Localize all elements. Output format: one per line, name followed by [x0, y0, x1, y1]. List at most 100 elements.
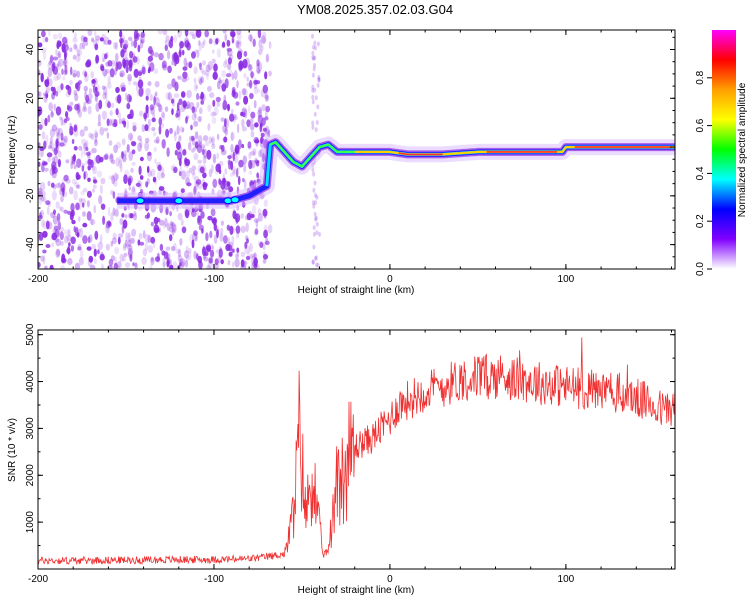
noise-dot [249, 79, 253, 89]
noise-dot [79, 227, 84, 238]
noise-dot [118, 233, 124, 239]
noise-dot [186, 254, 189, 262]
noise-dot [82, 222, 88, 228]
noise-dot [314, 127, 318, 133]
noise-dot [214, 258, 219, 266]
noise-dot [261, 31, 267, 38]
noise-dot [53, 75, 59, 82]
noise-dot [212, 49, 215, 54]
noise-dot [70, 66, 73, 76]
noise-dot [128, 186, 131, 191]
noise-dot [59, 206, 62, 211]
noise-dot [218, 248, 223, 258]
noise-dot [251, 204, 257, 215]
noise-dot [244, 57, 251, 68]
noise-dot [182, 100, 187, 108]
noise-dot [253, 257, 258, 267]
noise-dot [243, 50, 248, 57]
noise-dot [225, 73, 232, 78]
noise-dot [43, 197, 47, 203]
y-tick-label: 3000 [25, 417, 36, 440]
noise-dot [220, 227, 224, 234]
noise-dot [97, 249, 100, 255]
noise-dot [161, 123, 165, 128]
noise-dot [47, 67, 53, 78]
noise-dot [255, 67, 261, 74]
noise-dot [38, 59, 42, 67]
noise-dot [68, 186, 74, 195]
noise-dot [311, 259, 315, 265]
noise-dot [221, 83, 227, 92]
spectrogram-noise [38, 30, 321, 269]
noise-dot [64, 50, 68, 58]
noise-dot [219, 79, 223, 84]
noise-dot [197, 76, 203, 84]
noise-dot [82, 106, 88, 113]
noise-dot [99, 37, 104, 42]
noise-dot [112, 191, 116, 199]
y-tick-label: 40 [25, 44, 36, 56]
noise-dot [138, 71, 143, 76]
noise-dot [62, 76, 66, 81]
noise-dot [55, 90, 59, 97]
noise-dot [229, 225, 234, 235]
noise-dot [224, 168, 228, 175]
noise-dot [109, 154, 114, 163]
noise-dot [98, 195, 103, 205]
noise-dot [60, 206, 64, 212]
noise-dot [138, 165, 142, 176]
noise-dot [314, 216, 317, 222]
noise-dot [81, 202, 85, 208]
noise-dot [83, 171, 86, 180]
noise-dot [105, 99, 111, 108]
noise-dot [57, 150, 62, 158]
noise-dot [256, 172, 260, 179]
noise-dot [85, 140, 89, 148]
noise-dot [262, 258, 267, 264]
noise-dot [222, 100, 228, 111]
noise-dot [132, 262, 135, 267]
noise-dot [213, 223, 217, 232]
noise-dot [115, 174, 120, 180]
noise-dot [263, 251, 266, 257]
noise-dot [314, 215, 318, 221]
noise-dot [191, 169, 196, 176]
noise-dot [158, 52, 164, 61]
noise-dot [85, 61, 91, 68]
noise-dot [63, 209, 68, 214]
noise-dot [92, 184, 97, 189]
noise-dot [200, 76, 204, 84]
noise-dot [260, 132, 265, 138]
noise-dot [40, 196, 45, 202]
noise-dot [263, 130, 269, 138]
noise-dot [57, 221, 61, 231]
noise-dot [227, 237, 231, 247]
noise-dot [104, 152, 109, 160]
noise-dot [56, 72, 61, 81]
noise-dot [232, 208, 236, 214]
noise-dot [229, 172, 233, 177]
noise-dot [143, 112, 148, 120]
noise-dot [39, 212, 42, 218]
noise-dot [48, 60, 52, 66]
noise-dot [158, 125, 162, 135]
noise-dot [196, 144, 203, 154]
noise-dot [38, 42, 43, 48]
noise-dot [111, 175, 116, 185]
noise-dot [90, 36, 95, 42]
noise-dot [254, 122, 259, 128]
noise-dot [248, 104, 251, 115]
noise-dot [317, 77, 321, 82]
noise-dot [103, 86, 108, 96]
noise-dot [110, 190, 115, 195]
noise-dot [212, 217, 218, 226]
noise-dot [238, 139, 242, 150]
noise-dot [153, 139, 159, 144]
noise-dot [91, 147, 97, 154]
noise-dot [207, 60, 214, 71]
noise-dot [90, 218, 94, 226]
noise-dot [238, 47, 242, 55]
noise-dot [316, 82, 320, 88]
noise-dot [47, 61, 52, 70]
noise-dot [74, 32, 77, 39]
